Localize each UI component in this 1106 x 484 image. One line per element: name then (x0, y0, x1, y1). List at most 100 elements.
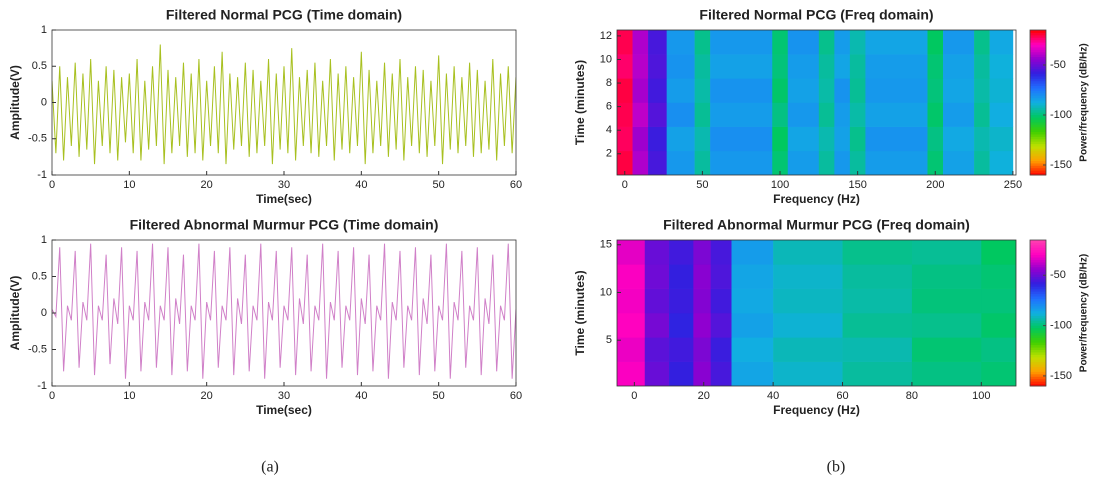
colorbar-segment (1030, 281, 1046, 285)
heatmap-cell (710, 240, 732, 265)
x-tick-label: 50 (433, 390, 445, 402)
heatmap-cell (787, 30, 820, 55)
heatmap-cell (865, 54, 928, 79)
heatmap-cell (989, 150, 1014, 175)
x-tick-label: 0 (49, 179, 55, 191)
y-tick-label: 12 (600, 30, 612, 42)
heatmap-cell (648, 78, 667, 103)
colorbar-segment (1030, 359, 1046, 363)
heatmap-cell (943, 54, 975, 79)
colorbar-segment (1030, 332, 1046, 336)
x-tick-label: 30 (278, 390, 290, 402)
colorbar-segment (1030, 349, 1046, 353)
colorbar-segment (1030, 136, 1046, 140)
colorbar-segment (1030, 32, 1046, 36)
colorbar-segment (1030, 300, 1046, 304)
heatmap-cell (981, 240, 1016, 265)
heatmap-cell (644, 337, 670, 362)
heatmap-cell (617, 288, 646, 314)
heatmap-cell (974, 30, 990, 55)
heatmap-cell (666, 126, 695, 152)
heatmap-cell (666, 30, 695, 55)
heatmap-cell (694, 54, 711, 79)
colorbar-segment (1030, 109, 1046, 113)
heatmap-cell (669, 313, 694, 338)
heatmap-cell (669, 240, 694, 265)
colorbar-segment (1030, 75, 1046, 79)
axes-frame (616, 239, 1017, 387)
y-tick-label: 0 (41, 96, 47, 108)
plot-area (52, 44, 516, 165)
colorbar-segment (1030, 71, 1046, 74)
heatmap-cell (927, 78, 944, 103)
plot-area (52, 243, 516, 379)
colorbar-segment (1030, 317, 1046, 321)
heatmap-cell (927, 54, 944, 79)
heatmap-cell (632, 126, 649, 152)
colorbar-segment (1030, 104, 1046, 108)
colorbar-segment (1030, 351, 1046, 355)
colorbar-tick-label: -50 (1050, 59, 1066, 71)
chart-title: Filtered Normal PCG (Time domain) (166, 7, 402, 23)
heatmap-cell (731, 337, 774, 362)
heatmap-cell (617, 150, 633, 175)
x-tick-label: 50 (696, 179, 708, 191)
colorbar-segment (1030, 114, 1046, 118)
heatmap-cell (842, 240, 913, 265)
heatmap-cell (834, 102, 851, 127)
heatmap-cell (666, 102, 695, 127)
colorbar-segment (1030, 133, 1046, 137)
heatmap-cell (974, 102, 990, 127)
heatmap-cell (981, 288, 1016, 314)
colorbar-segment (1030, 305, 1046, 309)
heatmap-cell (772, 78, 789, 103)
colorbar-segment (1030, 298, 1046, 302)
colorbar-segment (1030, 165, 1046, 169)
heatmap-cell (911, 264, 982, 289)
x-tick-label: 60 (510, 179, 522, 191)
x-axis-label: Time(sec) (256, 192, 312, 206)
heatmap-cell (644, 240, 670, 265)
heatmap-cell (787, 126, 820, 152)
heatmap-cell (632, 150, 649, 175)
plot-area (617, 30, 1014, 175)
heatmap-cell (644, 313, 670, 338)
heatmap-cell (818, 54, 835, 79)
heatmap-cell (731, 288, 774, 314)
heatmap-cell (666, 54, 695, 79)
heatmap-cell (693, 313, 711, 338)
heatmap-cell (849, 78, 866, 103)
y-tick-label: -0.5 (28, 343, 47, 355)
heatmap-cell (927, 30, 944, 55)
heatmap-cell (644, 288, 670, 314)
heatmap-cell (787, 102, 820, 127)
heatmap-cell (943, 102, 975, 127)
colorbar-segment (1030, 347, 1046, 350)
heatmap-cell (834, 78, 851, 103)
colorbar-segment (1030, 381, 1046, 385)
colorbar-segment (1030, 34, 1046, 38)
heatmap-cell (911, 240, 982, 265)
heatmap-cell (710, 150, 773, 175)
heatmap-cell (648, 102, 667, 127)
colorbar-segment (1030, 361, 1046, 365)
y-tick-label: 15 (600, 239, 612, 251)
heatmap-cell (772, 150, 789, 175)
x-tick-label: 150 (848, 179, 866, 191)
colorbar-segment (1030, 293, 1046, 297)
heatmap-cell (849, 150, 866, 175)
heatmap-cell (834, 126, 851, 152)
colorbar-segment (1030, 170, 1046, 174)
heatmap-cell (617, 102, 633, 127)
x-tick-label: 40 (767, 390, 779, 402)
heatmap-cell (648, 30, 667, 55)
caption: (b) (827, 459, 846, 476)
heatmap-cell (974, 126, 990, 152)
colorbar-segment (1030, 266, 1046, 270)
colorbar-segment (1030, 88, 1046, 91)
colorbar-segment (1030, 240, 1046, 243)
colorbar-segment (1030, 327, 1046, 331)
colorbar-segment (1030, 30, 1046, 33)
heatmap-cell (865, 150, 928, 175)
